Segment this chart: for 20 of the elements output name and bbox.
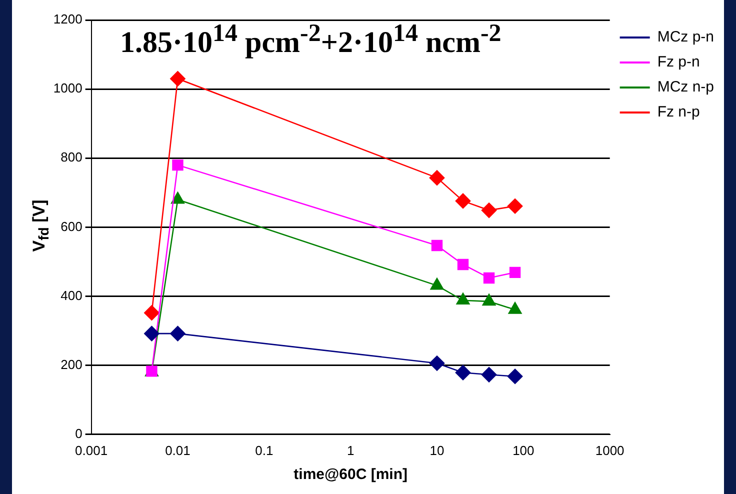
y-tick-label: 1000 xyxy=(53,80,82,96)
y-tick-label: 800 xyxy=(60,150,82,165)
x-tick-label: 10 xyxy=(430,442,444,458)
x-axis-title: time@60C [min] xyxy=(294,466,408,484)
y-tick-label: 0 xyxy=(75,426,82,441)
x-tick-label: 0.01 xyxy=(165,442,190,458)
y-tick-label: 400 xyxy=(60,288,82,303)
y-tick-label: 200 xyxy=(60,356,82,372)
x-tick-label: 0.1 xyxy=(255,442,274,458)
x-tick-label: 1 xyxy=(346,442,354,458)
legend-label: MCz n-p xyxy=(657,78,714,96)
x-tick-label: 0.001 xyxy=(75,442,108,458)
x-tick-label: 100 xyxy=(512,442,534,458)
x-tick-label: 1000 xyxy=(595,442,624,458)
y-tick-label: 600 xyxy=(60,218,82,234)
legend-label: MCz p-n xyxy=(657,28,714,46)
y-tick-label: 1200 xyxy=(53,12,82,27)
legend-label: Fz p-n xyxy=(657,54,700,71)
legend-label: Fz n-p xyxy=(657,104,700,121)
chart-title: 1.85·10$^{14}$ pcm$^{-2}$+2·10$^{14}$ ncm$^{-2}$ xyxy=(120,20,502,60)
